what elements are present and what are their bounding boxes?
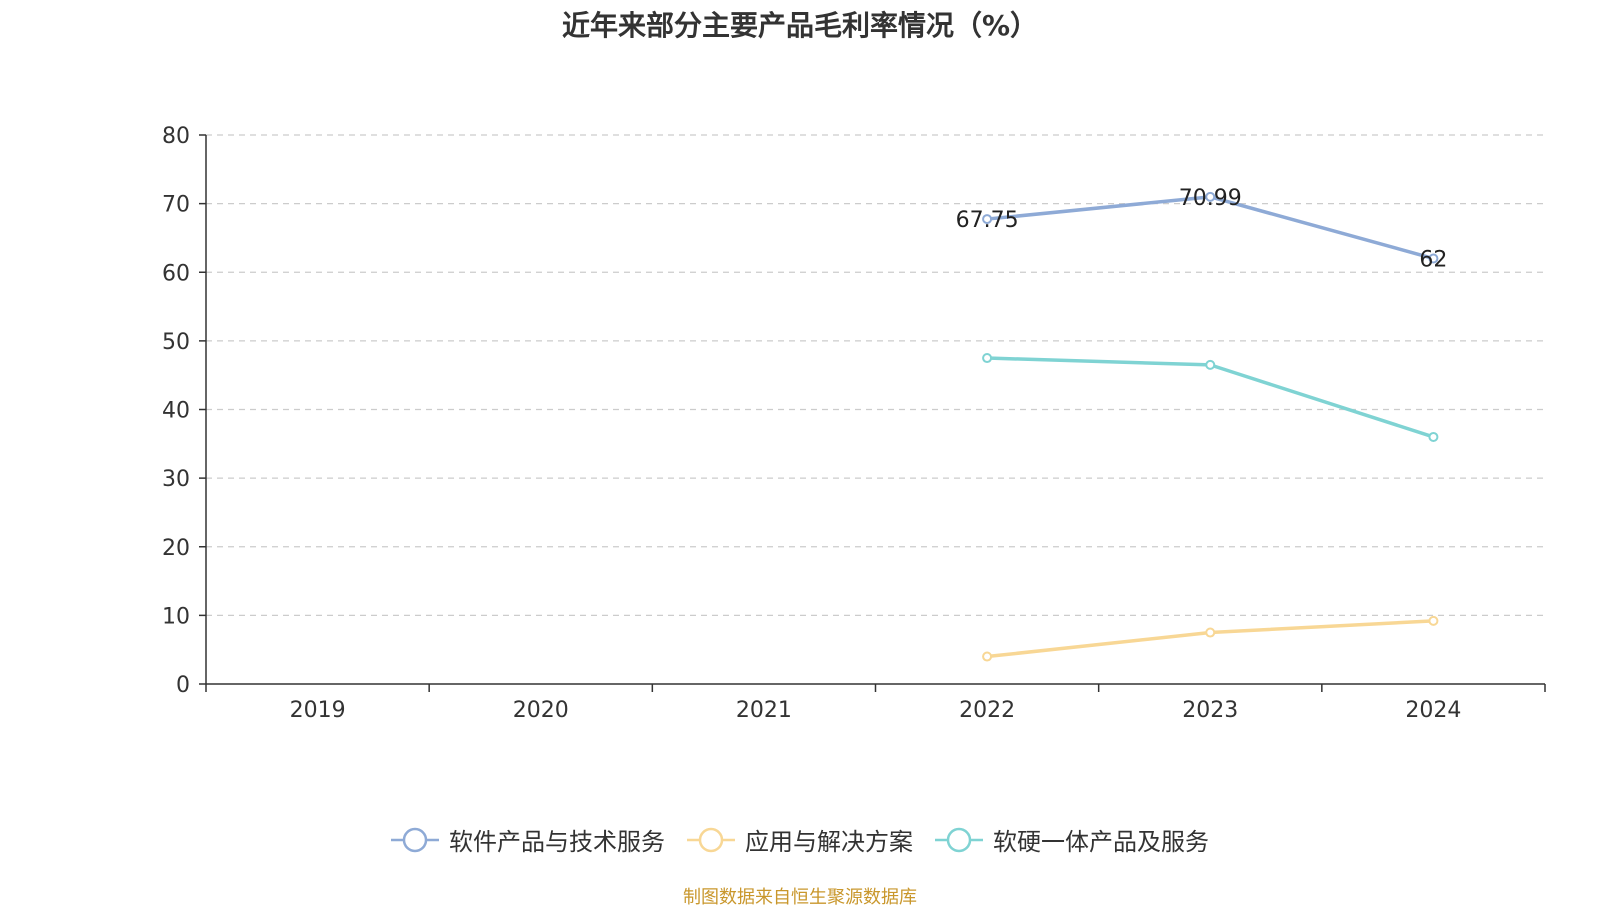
y-tick-label: 70	[162, 193, 190, 218]
legend-label: 软硬一体产品及服务	[993, 828, 1209, 856]
legend-label: 软件产品与技术服务	[449, 828, 665, 856]
legend-item-2[interactable]: 应用与解决方案	[687, 822, 913, 857]
legend-label: 应用与解决方案	[745, 828, 913, 856]
data-label: 70.99	[1179, 186, 1242, 211]
x-tick-label: 2024	[1405, 698, 1461, 723]
legend-line-marker-icon	[391, 827, 439, 852]
data-point	[1205, 191, 1216, 202]
data-point	[982, 214, 993, 225]
legend-item-1[interactable]: 软件产品与技术服务	[391, 822, 665, 857]
y-tick-label: 30	[162, 467, 190, 492]
series-3	[982, 353, 1439, 442]
x-tick-label: 2023	[1182, 698, 1238, 723]
data-label: 62	[1419, 248, 1447, 273]
y-tick-label: 50	[162, 330, 190, 355]
x-tick-label: 2022	[959, 698, 1015, 723]
y-tick-label: 10	[162, 604, 190, 629]
grid-layer	[206, 134, 1545, 617]
chart-title: 近年来部分主要产品毛利率情况（%）	[561, 9, 1039, 42]
y-tick-label: 40	[162, 399, 190, 424]
data-point	[1205, 627, 1216, 638]
axis-layer: 0 10 20 30 40 50 60 70 80 2019 2020 2021 2022 2023 202…	[162, 124, 1546, 723]
y-tick-label: 80	[162, 124, 190, 149]
y-tick-label: 20	[162, 536, 190, 561]
legend-line-marker-icon	[935, 827, 983, 852]
data-point	[1428, 253, 1439, 264]
source-note: 制图数据来自恒生聚源数据库	[683, 887, 917, 908]
data-point	[1428, 615, 1439, 626]
legend-item-3[interactable]: 软硬一体产品及服务	[935, 822, 1209, 857]
y-tick-label: 0	[176, 673, 190, 698]
legend-line-marker-icon	[687, 827, 735, 852]
series-line	[986, 619, 1434, 659]
data-point	[1205, 359, 1216, 370]
y-tick-label: 60	[162, 261, 190, 286]
data-point	[982, 353, 993, 364]
x-tick-label: 2021	[736, 698, 792, 723]
label-layer: 67.75 70.99 62	[956, 186, 1448, 273]
x-tick-label: 2020	[513, 698, 569, 723]
series-2	[982, 615, 1439, 662]
data-point	[1428, 431, 1439, 442]
legend: 软件产品与技术服务 应用与解决方案 软硬一体产品及服务	[0, 822, 1600, 857]
series-1	[982, 191, 1439, 264]
data-point	[982, 651, 993, 662]
series-layer	[982, 191, 1439, 662]
x-tick-label: 2019	[290, 698, 346, 723]
data-label: 67.75	[956, 208, 1019, 233]
